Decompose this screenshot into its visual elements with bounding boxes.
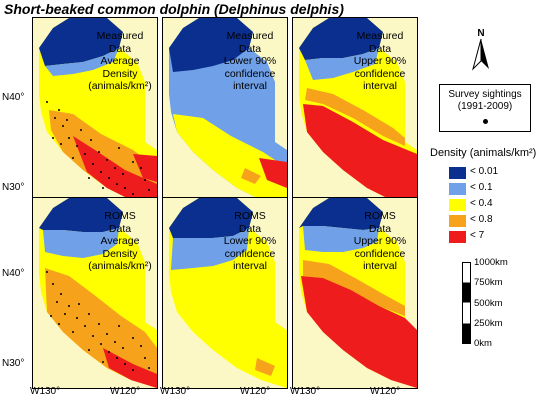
- lon-label: W130°: [30, 386, 61, 397]
- panel-label: Measured Data Lower 90% confidence inter…: [223, 30, 277, 92]
- density-map: [299, 18, 417, 208]
- density-map: [39, 18, 157, 208]
- density-map: [169, 18, 287, 208]
- black-dot-icon: [482, 119, 488, 124]
- sightings-label: Survey sightings (1991-2009): [448, 89, 522, 112]
- scale-label: 1000km: [474, 257, 508, 268]
- map-panel-roms-upper: ROMS Data Upper 90% confidence interval: [292, 197, 418, 389]
- lat-label: N40°: [2, 268, 25, 279]
- north-label: N: [477, 28, 485, 39]
- legend-swatch: [449, 167, 466, 179]
- lon-label: W120°: [240, 386, 271, 397]
- legend-swatch: [449, 231, 466, 243]
- lon-label: W130°: [290, 386, 321, 397]
- map-panel-measured-lower: Measured Data Lower 90% confidence inter…: [162, 17, 288, 209]
- legend-label: < 7: [470, 230, 485, 241]
- sightings-legend: Survey sightings (1991-2009): [439, 84, 531, 132]
- scale-label: 500km: [474, 298, 503, 309]
- map-title: Short-beaked common dolphin (Delphinus d…: [4, 1, 344, 17]
- legend-swatch: [449, 183, 466, 195]
- panel-label: Measured Data Average Density (animals/k…: [88, 30, 152, 92]
- panel-label: ROMS Data Average Density (animals/km²): [88, 210, 152, 272]
- scale-label: 0km: [474, 338, 492, 349]
- legend-label: < 0.4: [470, 198, 493, 209]
- legend-swatch: [449, 199, 466, 211]
- panel-label: Measured Data Upper 90% confidence inter…: [353, 30, 407, 92]
- panel-label: ROMS Data Lower 90% confidence interval: [223, 210, 277, 272]
- density-map: [39, 198, 157, 388]
- legend-label: < 0.01: [470, 166, 499, 177]
- panel-label: ROMS Data Upper 90% confidence interval: [353, 210, 407, 272]
- legend-swatch: [449, 215, 466, 227]
- scale-label: 250km: [474, 318, 503, 329]
- map-panel-measured-average: Measured Data Average Density (animals/k…: [32, 17, 158, 209]
- legend-title: Density (animals/km²): [430, 147, 537, 159]
- scale-label: 750km: [474, 277, 503, 288]
- map-panel-measured-upper: Measured Data Upper 90% confidence inter…: [292, 17, 418, 209]
- lat-label: N30°: [2, 358, 25, 369]
- legend-label: < 0.1: [470, 182, 493, 193]
- map-panel-roms-average: ROMS Data Average Density (animals/km²): [32, 197, 158, 389]
- density-map: [299, 198, 417, 388]
- north-arrow: N: [468, 28, 494, 74]
- legend-label: < 0.8: [470, 214, 493, 225]
- lon-label: W130°: [160, 386, 191, 397]
- lon-label: W120°: [370, 386, 401, 397]
- scale-bar: [462, 262, 471, 344]
- lat-label: N30°: [2, 182, 25, 193]
- map-panel-roms-lower: ROMS Data Lower 90% confidence interval: [162, 197, 288, 389]
- north-arrow-icon: [472, 38, 489, 71]
- density-map: [169, 198, 287, 388]
- lon-label: W120°: [110, 386, 141, 397]
- lat-label: N40°: [2, 92, 25, 103]
